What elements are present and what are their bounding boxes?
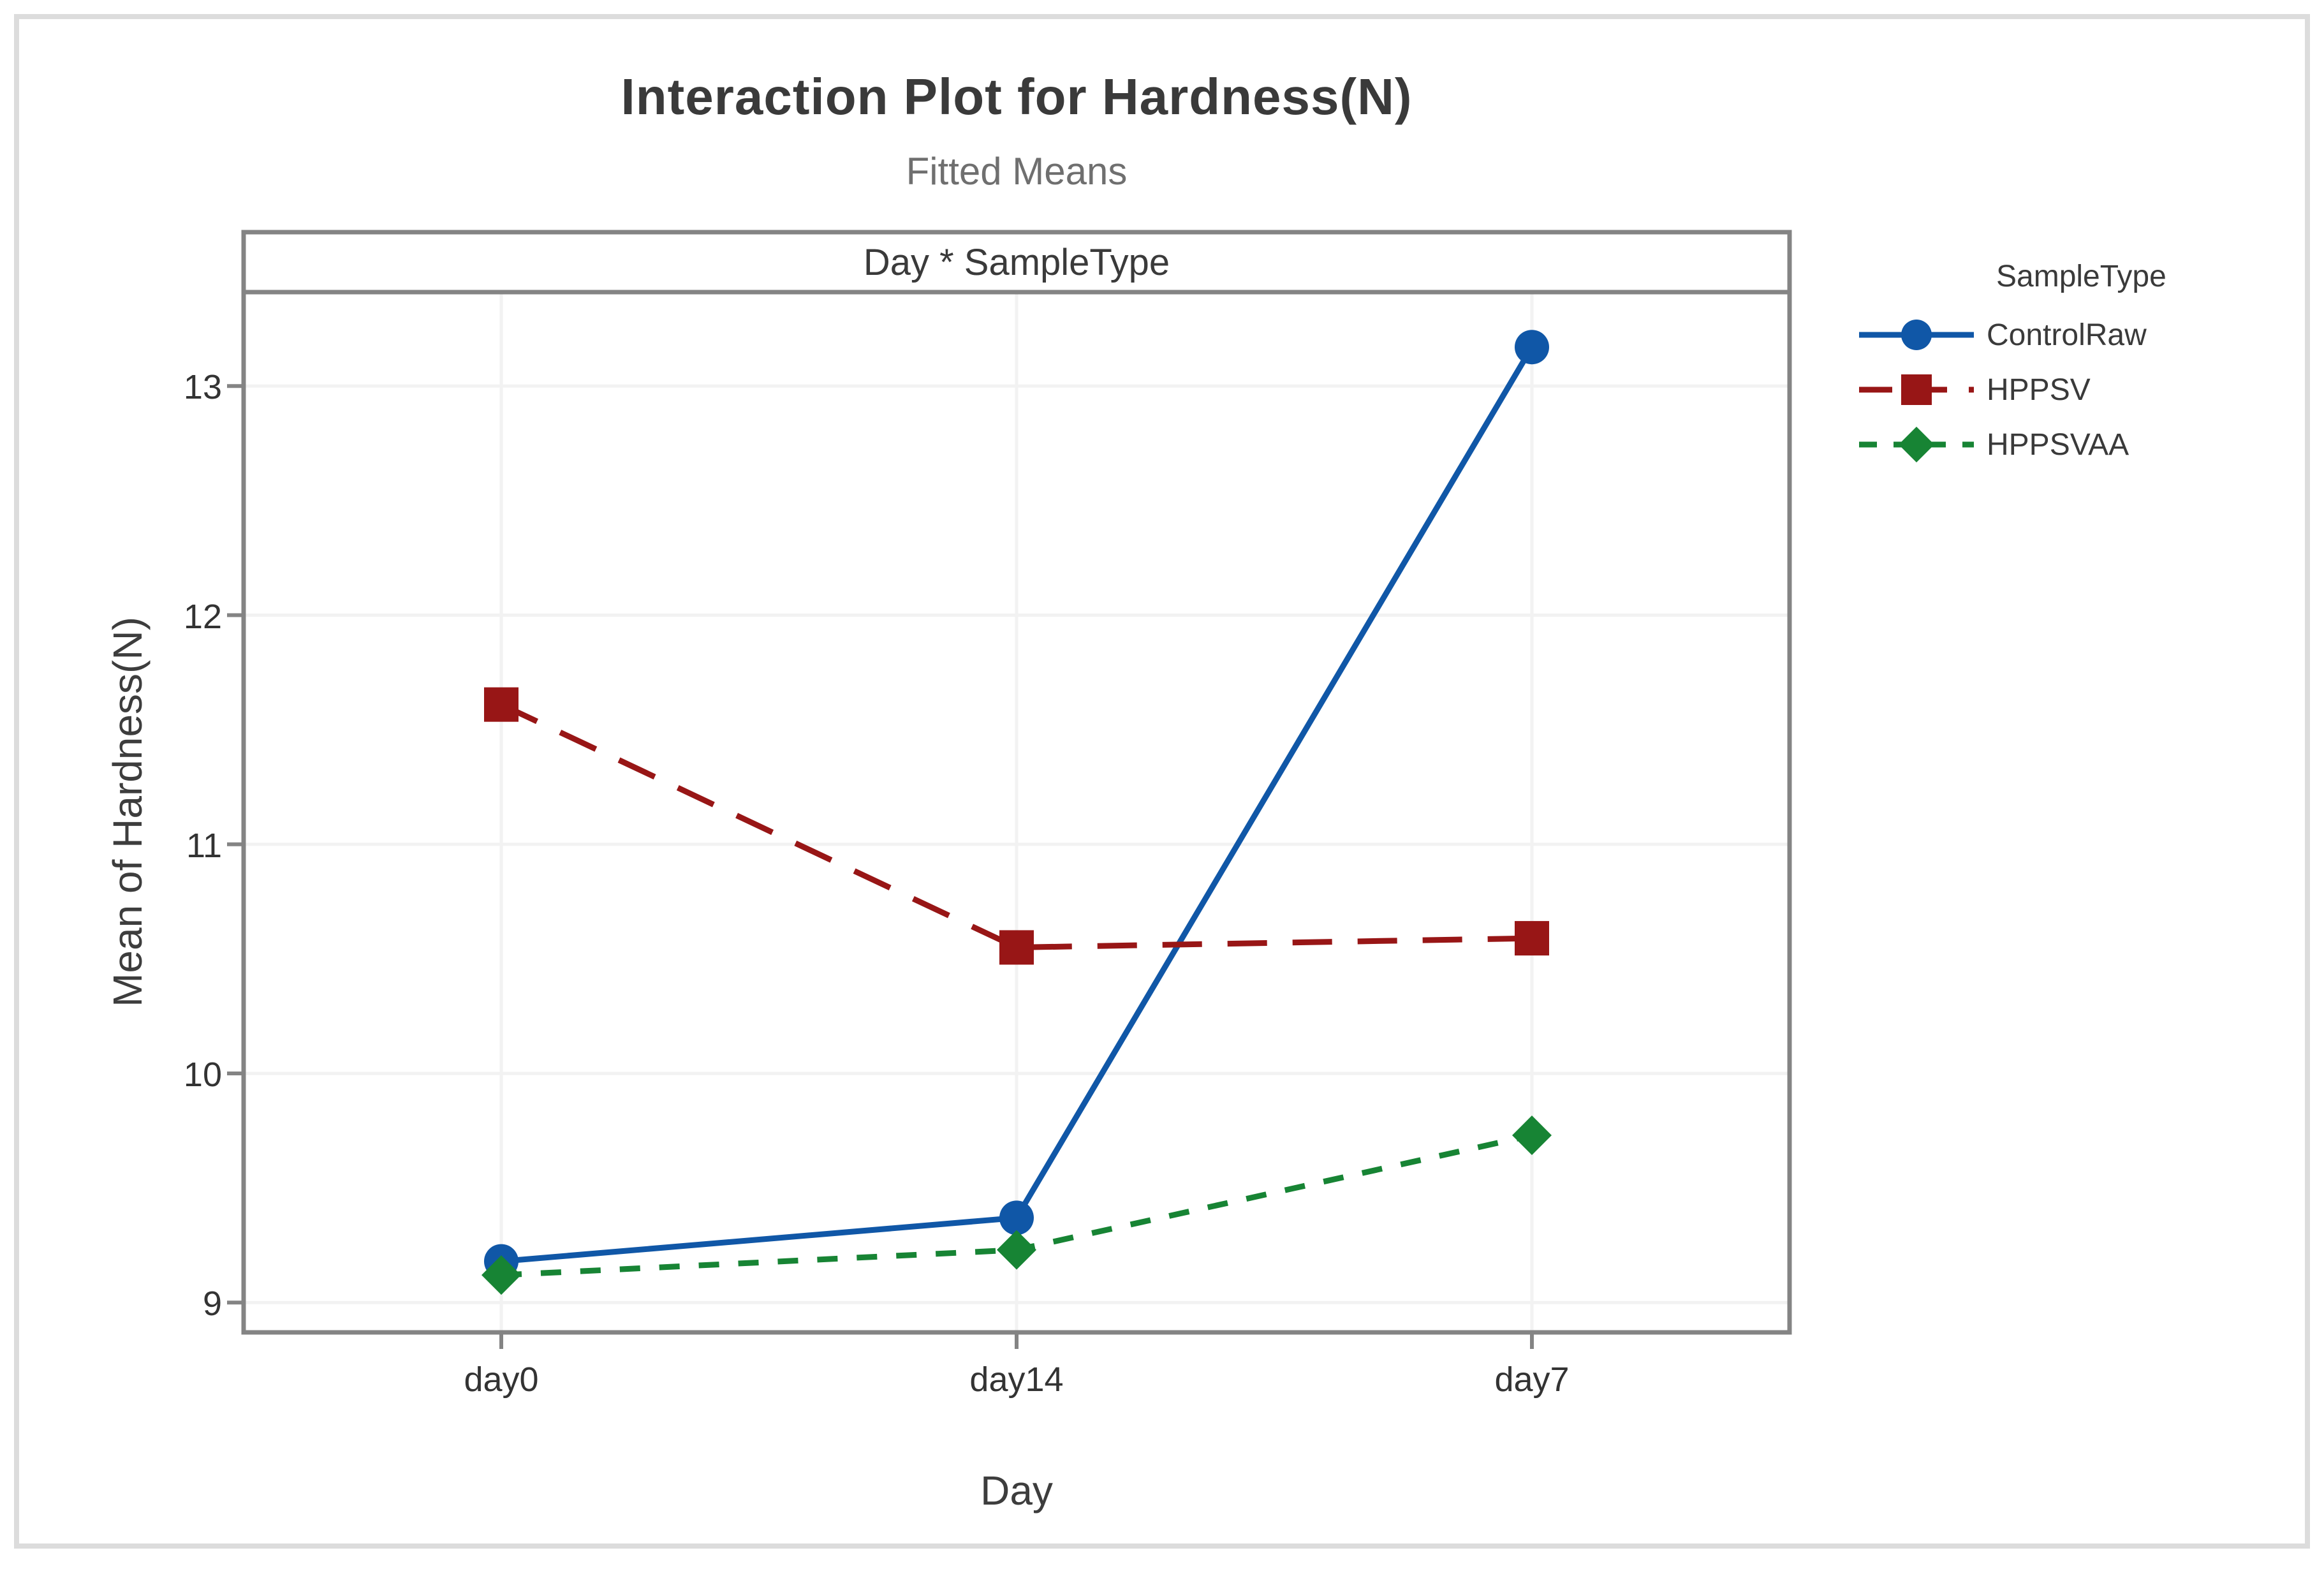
legend-row: HPPSV [1859,362,2166,417]
y-axis-title: Mean of Hardness(N) [105,617,151,1007]
legend-title: SampleType [1996,260,2166,293]
legend: SampleType ControlRaw HPPSV HPPSVAA [1859,260,2166,472]
page-subtitle: Fitted Means [906,150,1128,193]
legend-row: HPPSVAA [1859,417,2166,472]
legend-swatch-diamond-icon [1859,427,1974,462]
legend-swatch-circle-icon [1859,320,1974,350]
legend-label: ControlRaw [1987,318,2147,352]
x-tick-label: day14 [969,1360,1064,1399]
legend-label: HPPSVAA [1987,427,2129,462]
legend-swatch-square-icon [1859,374,1974,405]
page-title: Interaction Plot for Hardness(N) [621,68,1413,125]
legend-label: HPPSV [1987,372,2091,407]
y-tick-label: 10 [183,1056,222,1094]
x-axis-title: Day [980,1468,1053,1514]
y-tick-label: 13 [183,368,222,407]
legend-row: ControlRaw [1859,307,2166,362]
x-tick-label: day7 [1494,1360,1570,1399]
y-tick-label: 11 [186,826,222,865]
x-tick-label: day0 [464,1360,539,1399]
y-tick-label: 12 [183,597,222,636]
y-tick-label: 9 [202,1285,222,1323]
panel-header-label: Day * SampleType [863,242,1170,283]
